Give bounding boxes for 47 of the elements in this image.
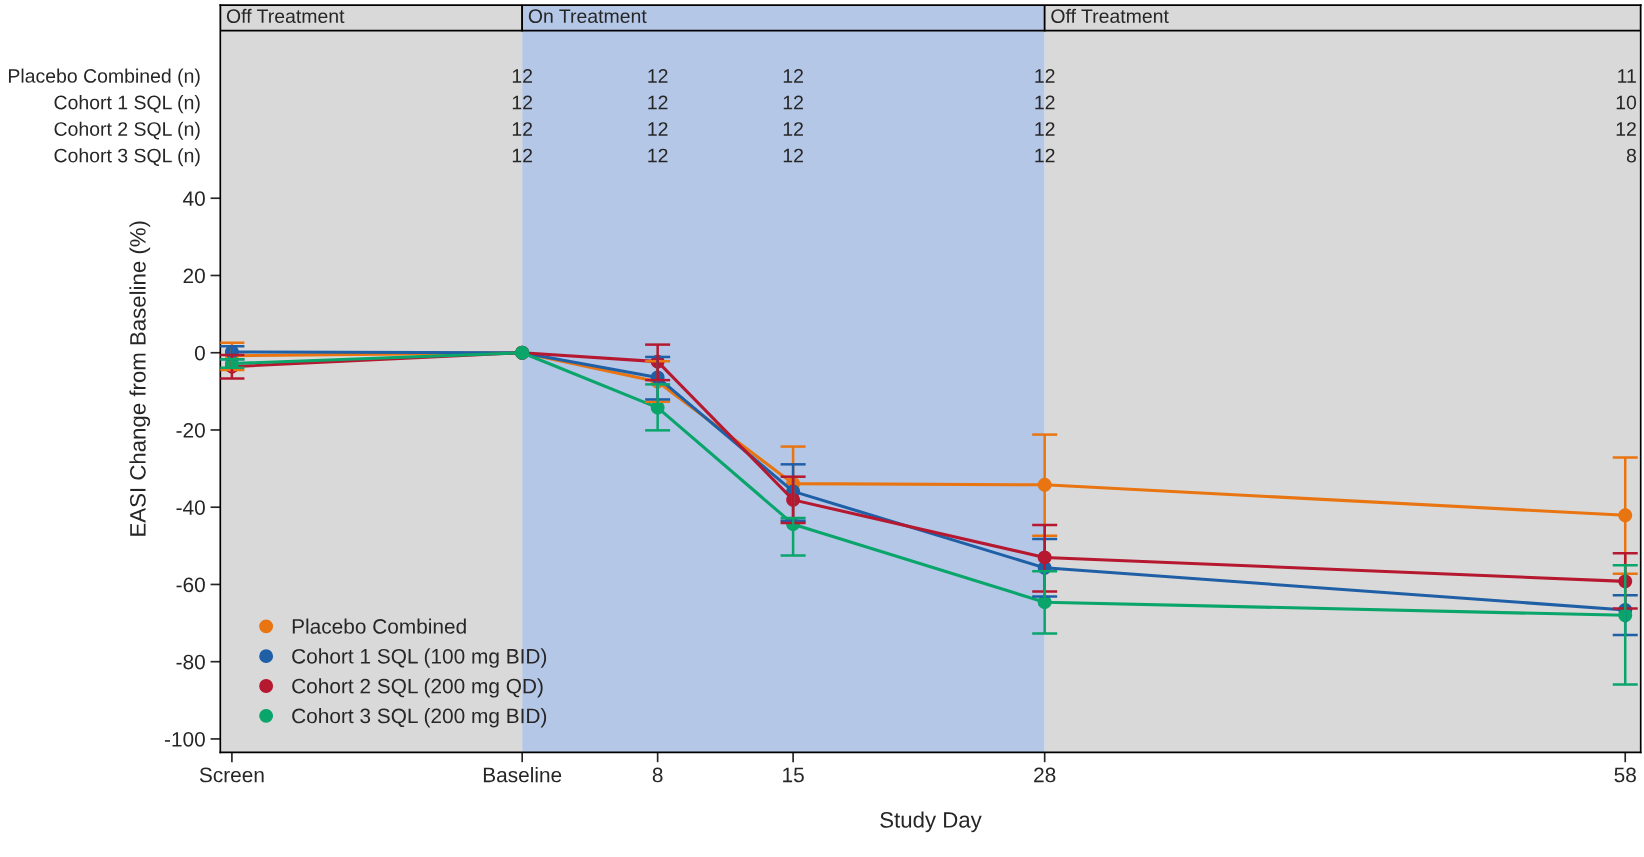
annotation: 12: [783, 95, 803, 110]
text: Cohort 3 SQL (n): [54, 148, 200, 167]
y-axis-title: EASI Change from Baseline (%): [129, 221, 151, 536]
annotation: 10: [1616, 95, 1637, 110]
legend-label: Cohort 2 SQL (200 mg QD): [292, 678, 543, 698]
annotation: 11: [1618, 69, 1636, 83]
x-tick-label: Baseline: [483, 767, 562, 783]
annotation: 12: [783, 69, 803, 83]
legend-label: Cohort 3 SQL (200 mg BID): [292, 708, 547, 728]
annotation: 12: [648, 69, 668, 83]
annotation: 8: [1626, 148, 1636, 163]
y-tick-label: -20: [176, 422, 205, 438]
annotation: 12: [1035, 148, 1055, 163]
annotation: 12: [512, 148, 533, 163]
y-tick-label: -100: [164, 731, 205, 747]
y-tick-label: 0: [194, 345, 205, 361]
y-tick-label: -80: [176, 654, 205, 670]
y-tick-label: 40: [183, 191, 205, 206]
text: Cohort 1 SQL (n): [54, 95, 200, 114]
text: Placebo Combined (n): [8, 68, 200, 87]
annotation: 12: [783, 148, 803, 163]
legend-label: Placebo Combined: [292, 618, 466, 634]
y-tick-label: -40: [176, 500, 205, 515]
text: Cohort 2 SQL (n): [54, 121, 200, 140]
annotation: 12: [783, 122, 803, 136]
annotation: 12: [648, 148, 668, 163]
annotation: 12: [1035, 69, 1055, 83]
x-axis-title: Study Day: [880, 811, 982, 833]
band-label: Off Treatment: [226, 8, 345, 24]
x-tick-label: 28: [1034, 767, 1056, 783]
band-label: On Treatment: [528, 9, 647, 24]
legend-label: Cohort 1 SQL (100 mg BID): [292, 648, 547, 668]
annotation: 12: [512, 95, 533, 110]
annotation: 12: [1035, 95, 1055, 110]
x-tick-label: 58: [1614, 767, 1636, 783]
annotation: 12: [648, 95, 668, 110]
annotation: 12: [512, 69, 533, 83]
annotation: 12: [648, 122, 668, 136]
y-tick-label: 20: [183, 268, 205, 284]
annotation: 12: [1616, 122, 1636, 136]
y-tick-label: -60: [176, 577, 205, 593]
x-tick-label: 8: [652, 767, 663, 783]
x-tick-label: Screen: [199, 767, 264, 783]
annotation: 12: [1035, 122, 1055, 136]
annotation: 12: [512, 122, 533, 136]
band-label: Off Treatment: [1051, 8, 1169, 24]
x-tick-label: 15: [783, 767, 804, 783]
